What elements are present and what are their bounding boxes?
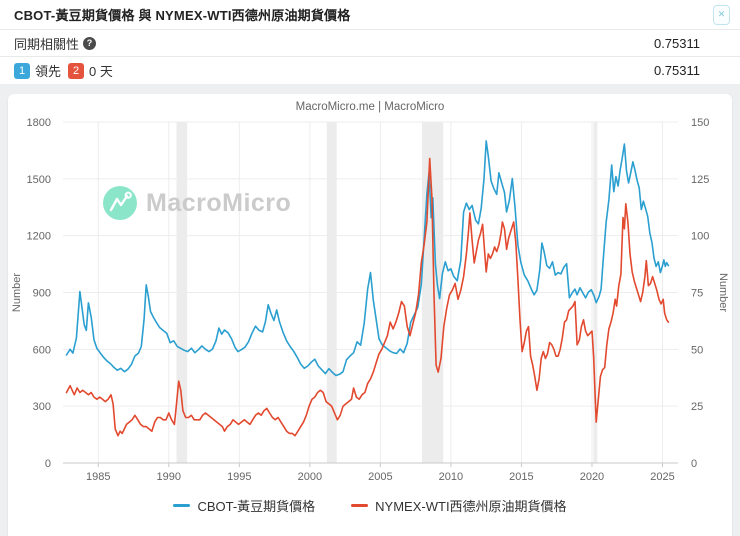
chart-card: MacroMicro.me | MacroMicro 0 300 600 900 120… [8, 94, 732, 536]
svg-text:2015: 2015 [509, 471, 533, 483]
page-title: CBOT-黃豆期貨價格 與 NYMEX-WTI西德州原油期貨價格 [14, 8, 351, 23]
svg-text:1985: 1985 [86, 471, 110, 483]
svg-text:600: 600 [33, 344, 51, 356]
svg-text:2000: 2000 [298, 471, 322, 483]
lead-badge-1: 1 [14, 62, 30, 79]
chart-svg[interactable]: 0 300 600 900 1200 1500 1800 0 25 50 75 100 125 150 19… [8, 94, 732, 536]
title-row: CBOT-黃豆期貨價格 與 NYMEX-WTI西德州原油期貨價格 ✕ [0, 0, 740, 30]
lead-row: 1 領先 2 0 天 0.75311 [0, 57, 740, 84]
legend-swatch-soybean-icon [173, 504, 191, 507]
svg-text:150: 150 [691, 117, 709, 129]
legend-item-soybean[interactable]: CBOT-黃豆期貨價格 [173, 496, 315, 515]
legend-label-wti: NYMEX-WTI西德州原油期貨價格 [375, 499, 567, 514]
svg-text:1500: 1500 [27, 174, 51, 186]
svg-text:Number: Number [11, 273, 23, 312]
svg-text:2005: 2005 [368, 471, 392, 483]
correlation-value: 0.75311 [653, 35, 700, 51]
svg-text:2010: 2010 [439, 471, 463, 483]
svg-text:50: 50 [691, 344, 703, 356]
stat-header: CBOT-黃豆期貨價格 與 NYMEX-WTI西德州原油期貨價格 ✕ 同期相關性… [0, 0, 740, 84]
legend-swatch-wti-icon [351, 504, 369, 507]
correlation-label: 同期相關性 [14, 36, 80, 52]
svg-text:2020: 2020 [580, 471, 604, 483]
legend-item-wti[interactable]: NYMEX-WTI西德州原油期貨價格 [351, 496, 567, 515]
chart-legend: CBOT-黃豆期貨價格 NYMEX-WTI西德州原油期貨價格 [8, 496, 732, 515]
svg-text:0: 0 [691, 458, 697, 470]
help-icon[interactable]: ? [83, 36, 97, 50]
svg-text:100: 100 [691, 231, 709, 243]
svg-text:1200: 1200 [27, 231, 51, 243]
lead-days: 0 天 [89, 64, 113, 79]
svg-text:0: 0 [45, 458, 51, 470]
close-button[interactable]: ✕ [713, 4, 730, 25]
correlation-row: 同期相關性 ? 0.75311 [0, 30, 740, 57]
svg-text:2025: 2025 [650, 471, 674, 483]
svg-text:1990: 1990 [157, 471, 181, 483]
svg-text:300: 300 [33, 401, 51, 413]
lead-badge-2: 2 [68, 62, 85, 79]
lead-value: 0.75311 [653, 63, 700, 78]
svg-text:1800: 1800 [27, 117, 51, 129]
svg-text:900: 900 [33, 288, 51, 300]
legend-label-soybean: CBOT-黃豆期貨價格 [197, 499, 316, 514]
svg-text:Number: Number [717, 273, 729, 312]
svg-text:75: 75 [691, 288, 703, 300]
svg-text:125: 125 [691, 174, 709, 186]
chart-source-title: MacroMicro.me | MacroMicro [295, 101, 445, 113]
lead-label: 領先 [35, 64, 62, 79]
svg-text:25: 25 [691, 401, 703, 413]
close-icon: ✕ [717, 9, 726, 19]
svg-text:1995: 1995 [227, 471, 251, 483]
